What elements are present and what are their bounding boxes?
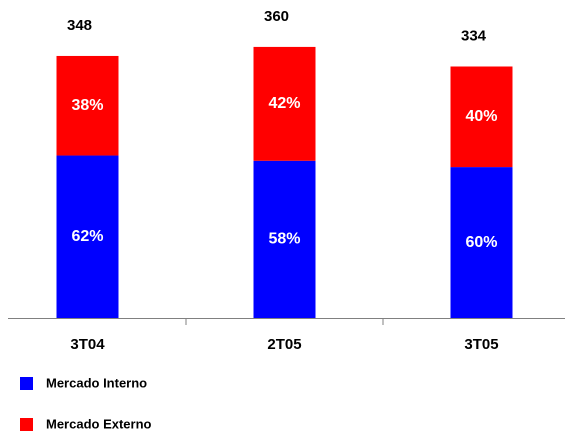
- x-tick-label: 3T05: [464, 336, 498, 353]
- bar-segment: [450, 167, 513, 318]
- value-label: 58%: [268, 231, 300, 248]
- x-tick-label: 2T05: [267, 336, 301, 353]
- total-label: 360: [264, 8, 289, 25]
- legend-swatch: [20, 418, 33, 431]
- total-label: 334: [461, 27, 487, 44]
- total-label: 348: [67, 17, 92, 34]
- value-label: 42%: [268, 95, 300, 112]
- legend-swatch: [20, 377, 33, 390]
- bar-segment: [253, 160, 316, 318]
- bar-segment: [253, 46, 316, 161]
- value-label: 40%: [465, 108, 497, 125]
- value-label: 38%: [71, 97, 103, 114]
- value-label: 62%: [71, 228, 103, 245]
- bar-segment: [56, 55, 119, 156]
- bar-segment: [56, 155, 119, 318]
- value-label: 60%: [465, 234, 497, 251]
- legend-label: Mercado Externo: [46, 416, 152, 431]
- bar-segment: [450, 66, 513, 168]
- legend-label: Mercado Interno: [46, 375, 147, 390]
- x-tick-label: 3T04: [70, 336, 105, 353]
